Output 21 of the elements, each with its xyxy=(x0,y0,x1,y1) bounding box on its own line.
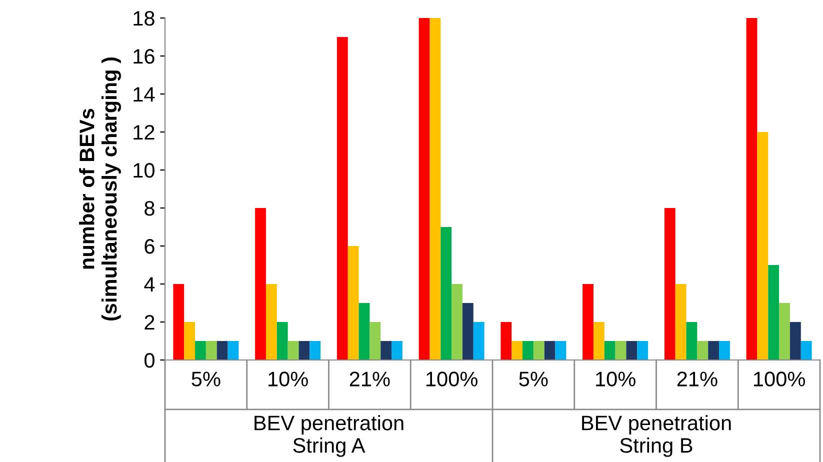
x-tick-label: 100% xyxy=(754,372,805,386)
y-tick-label: 8 xyxy=(144,201,154,216)
y-tick-label: 16 xyxy=(134,49,154,64)
y-tick-label: 2 xyxy=(144,315,154,330)
y-tick-label: 4 xyxy=(144,277,155,292)
y-tick-label: 10 xyxy=(134,163,154,178)
y-tick-label: 12 xyxy=(134,125,154,140)
x-tick-label: 5% xyxy=(519,372,548,386)
text: BEV penetration String B xyxy=(582,415,731,457)
x-tick-label: 10% xyxy=(268,372,308,386)
text: BEV penetration String A xyxy=(254,415,404,457)
y-tick-label: 6 xyxy=(144,239,154,254)
x-tick-label: 5% xyxy=(192,372,220,386)
y-tick-label: 0 xyxy=(144,353,154,368)
x-tick-label: 21% xyxy=(677,372,718,386)
x-tick-label: 21% xyxy=(350,372,390,386)
x-tick-label: 100% xyxy=(426,372,478,386)
y-tick-label: 18 xyxy=(134,11,154,26)
y-axis-title: number of BEVs (simultaneously charging ) xyxy=(79,57,121,320)
x-tick-label: 10% xyxy=(596,372,636,386)
y-tick-label: 14 xyxy=(134,87,155,102)
